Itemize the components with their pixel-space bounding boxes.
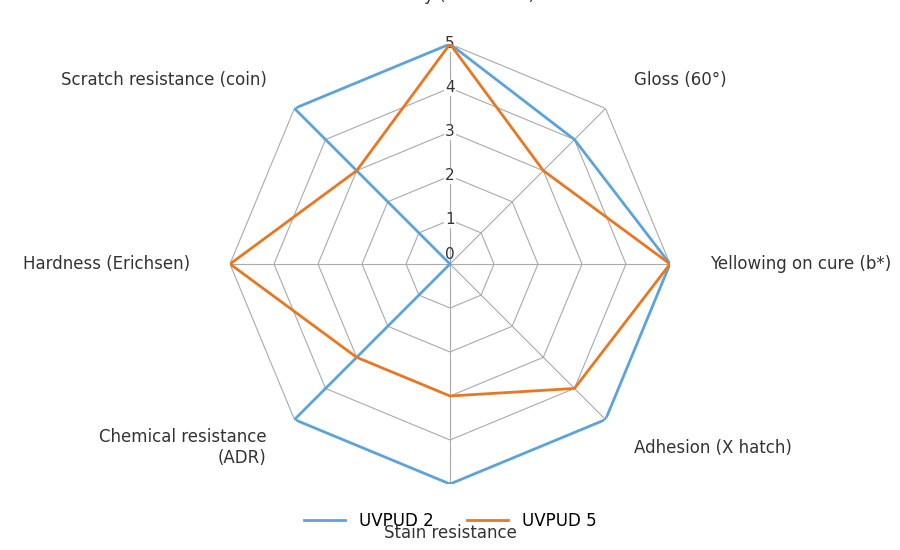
Text: 4: 4 xyxy=(446,80,454,96)
Text: Stain resistance: Stain resistance xyxy=(383,524,517,542)
Text: Adhesion (X hatch): Adhesion (X hatch) xyxy=(634,438,791,456)
Text: Gloss (60°): Gloss (60°) xyxy=(634,72,726,90)
Text: 5: 5 xyxy=(446,36,454,52)
Text: 1: 1 xyxy=(446,212,454,228)
Text: Chemical resistance
(ADR): Chemical resistance (ADR) xyxy=(99,428,266,467)
Legend: UVPUD 2, UVPUD 5: UVPUD 2, UVPUD 5 xyxy=(297,505,603,536)
Text: Hardness (Erichsen): Hardness (Erichsen) xyxy=(23,255,191,273)
Text: Yellowing on cure (b*): Yellowing on cure (b*) xyxy=(709,255,891,273)
Text: Stability (10d 60 °C): Stability (10d 60 °C) xyxy=(365,0,535,4)
Text: 0: 0 xyxy=(446,247,454,262)
Text: Scratch resistance (coin): Scratch resistance (coin) xyxy=(60,72,266,90)
Text: 3: 3 xyxy=(446,124,454,140)
Text: 2: 2 xyxy=(446,168,454,184)
